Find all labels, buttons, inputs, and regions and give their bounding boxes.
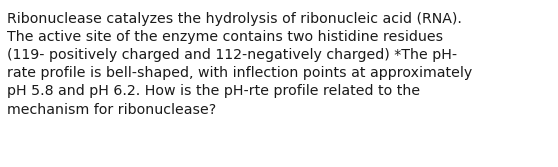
Text: Ribonuclease catalyzes the hydrolysis of ribonucleic acid (RNA).
The active site: Ribonuclease catalyzes the hydrolysis of… bbox=[7, 12, 472, 117]
